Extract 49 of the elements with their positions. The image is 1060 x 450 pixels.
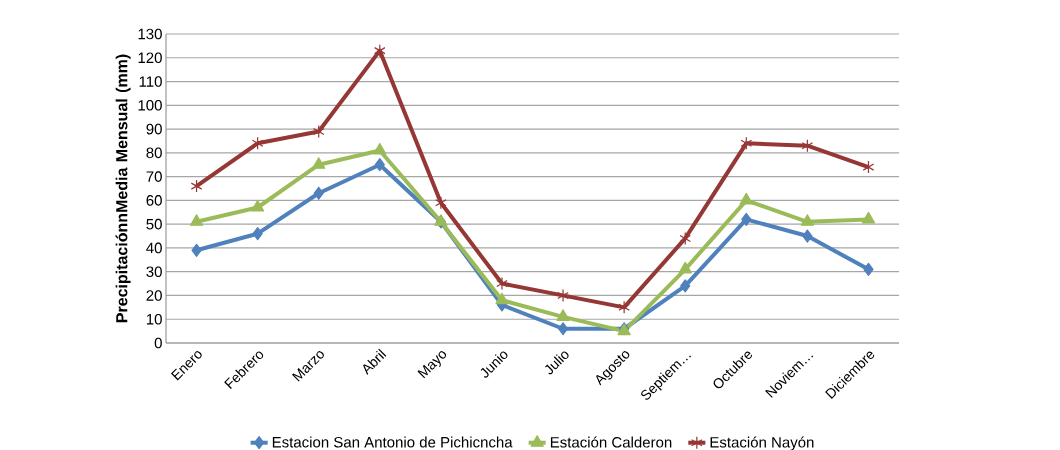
point xyxy=(252,227,263,241)
y-tick-label: 100 xyxy=(138,99,162,111)
point xyxy=(373,142,387,155)
y-tick-label: 0 xyxy=(154,337,162,349)
point xyxy=(313,186,324,200)
point xyxy=(802,229,813,243)
y-tick-label: 130 xyxy=(138,28,162,40)
point xyxy=(557,322,569,336)
point xyxy=(739,192,753,205)
y-tick-label: 80 xyxy=(146,147,162,159)
point xyxy=(312,124,325,139)
point xyxy=(863,262,874,276)
y-tick-label: 40 xyxy=(146,242,162,254)
point xyxy=(862,160,875,174)
point xyxy=(741,212,752,226)
point xyxy=(374,44,386,58)
point xyxy=(435,196,447,210)
point xyxy=(800,214,815,226)
point xyxy=(618,300,630,314)
point xyxy=(801,139,814,153)
y-tick-label: 10 xyxy=(146,313,162,325)
point xyxy=(251,136,264,150)
point xyxy=(374,158,385,172)
y-tick-label: 70 xyxy=(146,171,162,182)
y-tick-label: 90 xyxy=(146,123,162,135)
point xyxy=(861,211,876,224)
y-tick-label: 30 xyxy=(146,266,162,277)
point xyxy=(678,261,692,274)
y-tick-label: 50 xyxy=(146,218,162,230)
point xyxy=(679,231,692,246)
y-axis-title: PrecipitaciónnMedia Mensual (mm) xyxy=(115,54,131,323)
point xyxy=(190,179,203,193)
point xyxy=(740,136,753,150)
point xyxy=(557,288,569,303)
y-tick-label: 120 xyxy=(138,52,162,64)
y-tick-label: 60 xyxy=(146,195,162,206)
point xyxy=(680,279,691,293)
y-tick-label: 110 xyxy=(139,76,162,87)
y-tick-label: 20 xyxy=(146,290,162,301)
point xyxy=(189,214,204,226)
point xyxy=(495,292,509,305)
point xyxy=(250,199,265,212)
point xyxy=(496,276,508,291)
point xyxy=(312,157,326,169)
point xyxy=(191,243,202,257)
legend-label: Estación Nayón xyxy=(710,436,814,450)
point xyxy=(556,309,570,321)
legend-label: Estación Calderon xyxy=(550,436,672,448)
legend-label: Estacion San Antonio de Pichicncha xyxy=(272,436,513,448)
